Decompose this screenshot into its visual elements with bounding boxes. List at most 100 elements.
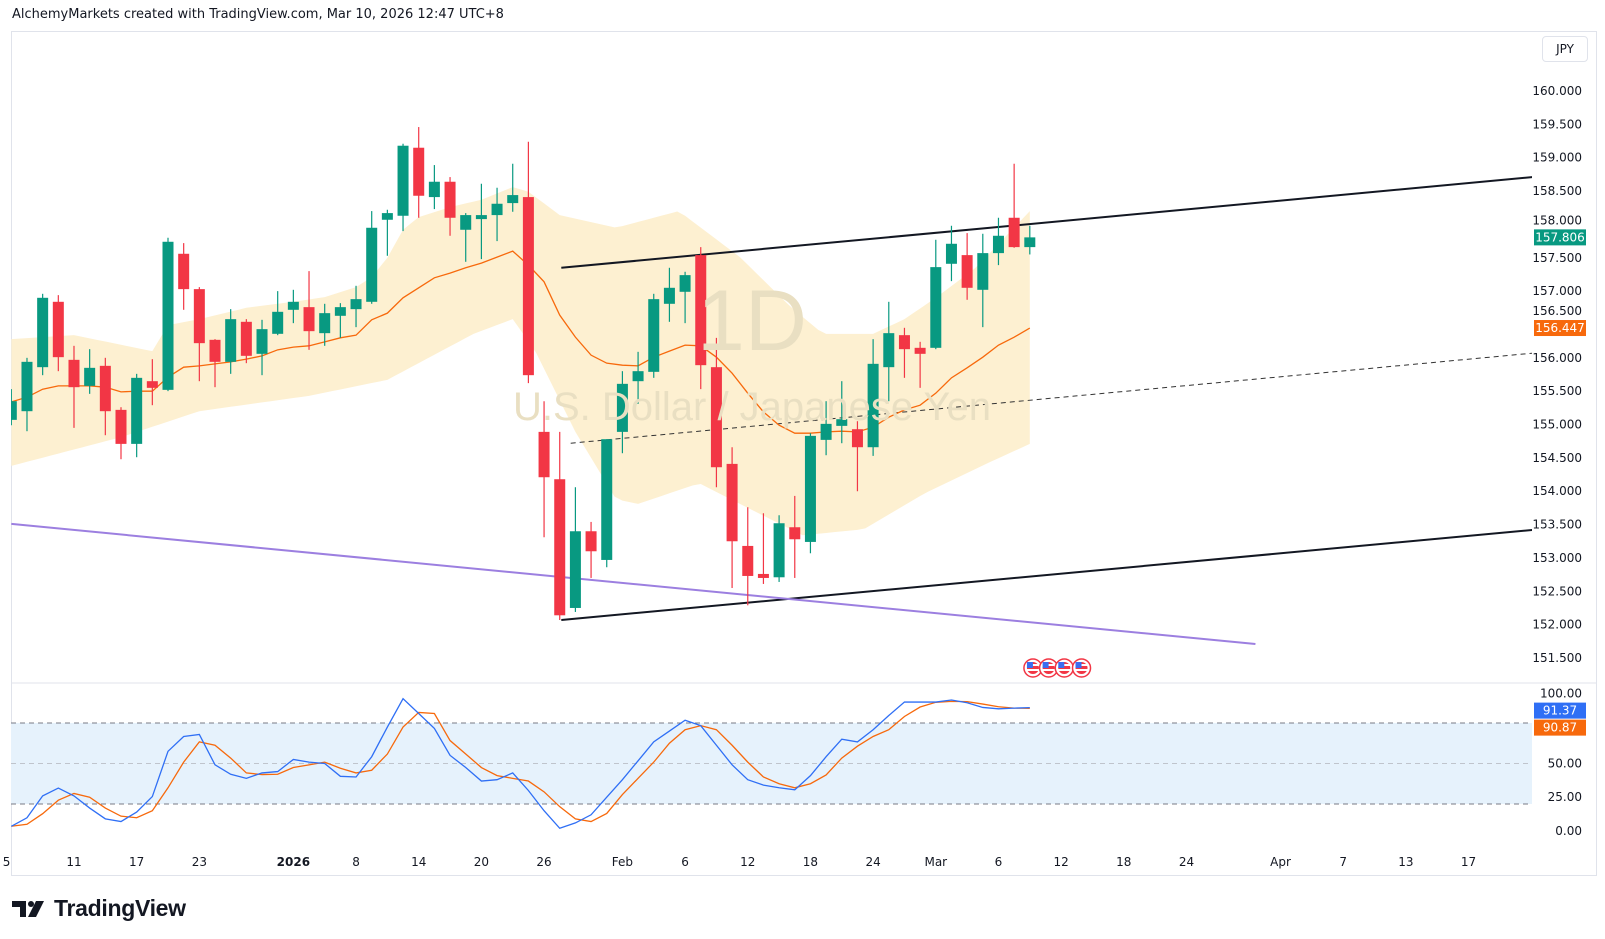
candle[interactable]	[883, 301, 895, 402]
candle[interactable]	[695, 247, 707, 390]
candle-body	[37, 297, 49, 368]
candle[interactable]	[68, 345, 80, 428]
trendline-channel-lower[interactable]	[561, 528, 1532, 621]
price-axis[interactable]: 160.000 159.500 159.000 158.500 158.000 157.5…	[1532, 84, 1582, 665]
candle[interactable]	[804, 433, 816, 554]
candle[interactable]	[522, 141, 534, 384]
candle-body	[679, 275, 691, 292]
candle-body	[992, 235, 1004, 254]
us-flag-event-icon[interactable]	[1071, 658, 1092, 678]
candle[interactable]	[84, 349, 96, 394]
candle[interactable]	[538, 401, 550, 538]
candle[interactable]	[272, 291, 284, 336]
candle[interactable]	[240, 319, 252, 364]
candle[interactable]	[507, 163, 519, 212]
price-pane[interactable]	[6, 127, 1533, 678]
candle[interactable]	[930, 239, 942, 350]
candle[interactable]	[460, 213, 472, 262]
candle[interactable]	[945, 225, 957, 282]
candle[interactable]	[397, 143, 409, 232]
candle[interactable]	[146, 359, 158, 406]
us-flag-event-icon[interactable]	[1054, 658, 1075, 678]
stoch-d-line	[11, 700, 1030, 827]
candle[interactable]	[491, 187, 503, 242]
candle-body	[1008, 217, 1020, 248]
time-axis-label: 20	[474, 855, 489, 869]
candle[interactable]	[1008, 163, 1020, 248]
candle[interactable]	[898, 327, 910, 378]
candle[interactable]	[350, 285, 362, 328]
candle[interactable]	[601, 439, 613, 568]
trendline-channel-upper[interactable]	[561, 176, 1532, 269]
trendline-channel-mid[interactable]	[570, 352, 1533, 444]
candle[interactable]	[178, 243, 190, 310]
candle-body	[851, 429, 863, 448]
candle[interactable]	[585, 521, 597, 578]
time-axis-label: 14	[411, 855, 426, 869]
tradingview-logo[interactable]: TradingView	[12, 895, 186, 922]
candle[interactable]	[820, 401, 832, 456]
candle-body	[303, 307, 315, 332]
candle[interactable]	[162, 237, 174, 392]
trendline-support-purple[interactable]	[11, 522, 1256, 645]
logo-text: TradingView	[54, 895, 186, 921]
candle[interactable]	[851, 421, 863, 492]
oscillator-axis-label: 25.00	[1548, 790, 1582, 804]
candle[interactable]	[867, 339, 879, 456]
candle[interactable]	[444, 177, 456, 236]
candle[interactable]	[319, 303, 331, 346]
candle[interactable]	[6, 389, 17, 426]
candle[interactable]	[131, 373, 143, 458]
candle-body	[554, 479, 566, 616]
candle-body	[68, 359, 80, 388]
candle[interactable]	[616, 371, 628, 454]
candle[interactable]	[789, 495, 801, 578]
candle[interactable]	[961, 233, 973, 300]
time-axis-label: 12	[1054, 855, 1069, 869]
candle[interactable]	[992, 217, 1004, 266]
oscillator-axis[interactable]: 100.00 50.00 25.00 0.00	[1540, 687, 1582, 838]
candle[interactable]	[977, 233, 989, 328]
candle[interactable]	[256, 319, 268, 376]
candle[interactable]	[225, 309, 237, 374]
candle[interactable]	[209, 339, 221, 388]
candle[interactable]	[757, 513, 769, 584]
candle[interactable]	[773, 515, 785, 582]
us-flag-event-icon[interactable]	[1023, 658, 1043, 678]
currency-button[interactable]: JPY	[1542, 36, 1588, 62]
candle[interactable]	[648, 293, 660, 378]
candle[interactable]	[287, 289, 299, 324]
candle[interactable]	[428, 165, 440, 210]
candle[interactable]	[726, 447, 738, 588]
candle[interactable]	[193, 287, 205, 382]
candle[interactable]	[115, 407, 127, 460]
candle[interactable]	[569, 487, 581, 612]
candle[interactable]	[21, 357, 33, 432]
candle[interactable]	[914, 341, 926, 388]
candle[interactable]	[303, 271, 315, 350]
candle[interactable]	[554, 431, 566, 620]
candle[interactable]	[710, 337, 722, 488]
candle-body	[961, 255, 973, 288]
candle[interactable]	[413, 127, 425, 218]
candle[interactable]	[836, 381, 848, 444]
candle[interactable]	[381, 209, 393, 256]
candle-body	[366, 227, 378, 302]
candle[interactable]	[742, 507, 754, 606]
candle[interactable]	[475, 183, 487, 260]
candle-body	[397, 145, 409, 216]
stoch-rsi-pane[interactable]	[11, 697, 1532, 830]
candle[interactable]	[99, 357, 111, 436]
candle[interactable]	[663, 267, 675, 322]
candle[interactable]	[1024, 225, 1036, 255]
candle[interactable]	[632, 351, 644, 404]
candle[interactable]	[37, 293, 49, 376]
candle[interactable]	[366, 211, 378, 304]
candle[interactable]	[679, 271, 691, 324]
candle-body	[773, 523, 785, 578]
candle-body	[146, 381, 158, 388]
candle[interactable]	[52, 295, 64, 372]
time-axis[interactable]: 5 11 17 23 2026 8 14 20 26 Feb 6 12 18 24 Mar 6 12 18 24 Ap…	[3, 855, 1476, 869]
candle[interactable]	[334, 303, 346, 338]
